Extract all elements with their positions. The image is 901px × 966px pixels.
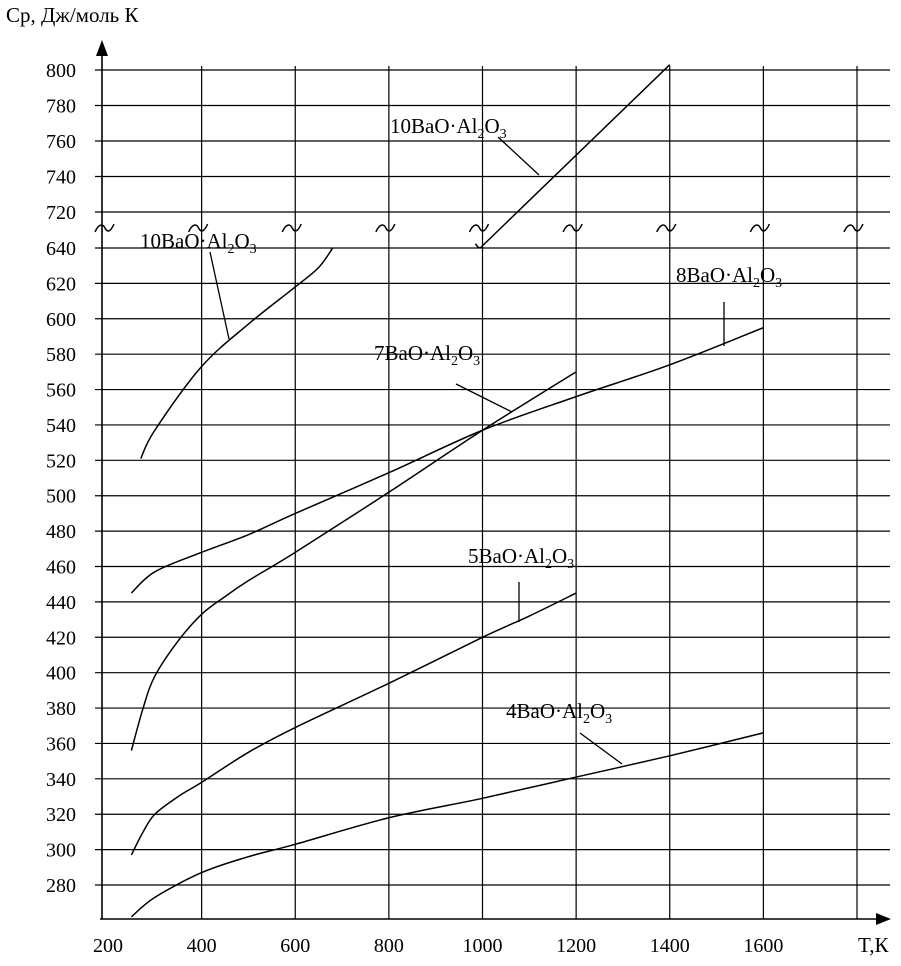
y-tick-label: 320 xyxy=(46,804,76,826)
x-tick-label: 200 xyxy=(93,935,123,957)
label-leader-line xyxy=(579,732,623,765)
axis-break-mark xyxy=(843,223,864,233)
axis-break-mark xyxy=(281,223,302,233)
y-tick-label: 400 xyxy=(46,663,76,685)
x-tick-label: 1400 xyxy=(650,935,690,957)
y-tick-label: 440 xyxy=(46,592,76,614)
axis-break-mark xyxy=(94,223,115,233)
series-label: 7BaO·Al2O3 xyxy=(374,341,480,369)
y-tick-label: 500 xyxy=(46,486,76,508)
y-tick-label: 740 xyxy=(46,167,76,189)
grid xyxy=(95,66,890,919)
y-axis-label: Cp, Дж/моль К xyxy=(6,3,139,27)
x-tick-label: 600 xyxy=(280,935,310,957)
series-line-hook xyxy=(474,243,484,249)
series-line xyxy=(130,326,764,594)
label-leader-line xyxy=(209,251,230,340)
series-line xyxy=(481,64,671,247)
y-tick-label: 760 xyxy=(46,131,76,153)
series-line xyxy=(130,592,577,856)
axes: Cp, Дж/моль К T,К xyxy=(6,3,891,957)
y-tick-label: 640 xyxy=(46,238,76,260)
y-tick-label: 800 xyxy=(46,60,76,82)
tick-labels: 280 300 320 340 360 380 400 420 440 460 480 500 520 5… xyxy=(46,60,783,957)
label-leader-line xyxy=(497,136,540,176)
y-tick-label: 460 xyxy=(46,557,76,579)
y-tick-label: 720 xyxy=(46,202,76,224)
y-axis-arrow xyxy=(96,40,108,56)
series-label: 10BaO·Al2O3 xyxy=(140,229,257,257)
x-tick-label: 1200 xyxy=(556,935,596,957)
label-leader-line xyxy=(455,383,513,413)
x-tick-label: 400 xyxy=(187,935,217,957)
series-label: 5BaO·Al2O3 xyxy=(468,544,574,572)
y-tick-label: 780 xyxy=(46,96,76,118)
axis-break-mark xyxy=(187,223,209,233)
x-tick-label: 1600 xyxy=(743,935,783,957)
series-label: 10BaO·Al2O3 xyxy=(390,114,507,142)
axis-break-mark xyxy=(375,223,396,233)
y-tick-label: 560 xyxy=(46,380,76,402)
series-labels: 4BaO·Al2O3 5BaO·Al2O3 7BaO·Al2O3 8BaO·Al2O3… xyxy=(140,114,782,765)
axis-break-mark xyxy=(656,223,677,233)
y-tick-label: 580 xyxy=(46,344,76,366)
series-label: 4BaO·Al2O3 xyxy=(506,699,612,727)
y-tick-label: 480 xyxy=(46,521,76,543)
y-tick-label: 520 xyxy=(46,450,76,472)
axis-break-mark xyxy=(468,223,490,233)
x-axis-label: T,К xyxy=(858,933,890,957)
y-tick-label: 620 xyxy=(46,273,76,295)
series-line xyxy=(130,732,764,918)
series-line xyxy=(140,247,334,459)
x-tick-label: 800 xyxy=(374,935,404,957)
y-tick-label: 360 xyxy=(46,733,76,755)
y-tick-label: 340 xyxy=(46,769,76,791)
axis-break-marks xyxy=(94,223,864,233)
y-tick-label: 540 xyxy=(46,415,76,437)
y-tick-label: 300 xyxy=(46,840,76,862)
axis-break-mark xyxy=(562,223,583,233)
series-label: 8BaO·Al2O3 xyxy=(676,263,782,291)
y-tick-label: 280 xyxy=(46,875,76,897)
y-tick-label: 380 xyxy=(46,698,76,720)
series xyxy=(130,64,764,918)
x-axis-arrow xyxy=(876,913,891,925)
y-tick-label: 420 xyxy=(46,627,76,649)
series-line xyxy=(130,371,577,751)
x-tick-label: 1000 xyxy=(463,935,503,957)
y-tick-label: 600 xyxy=(46,309,76,331)
axis-break-mark xyxy=(749,223,771,233)
